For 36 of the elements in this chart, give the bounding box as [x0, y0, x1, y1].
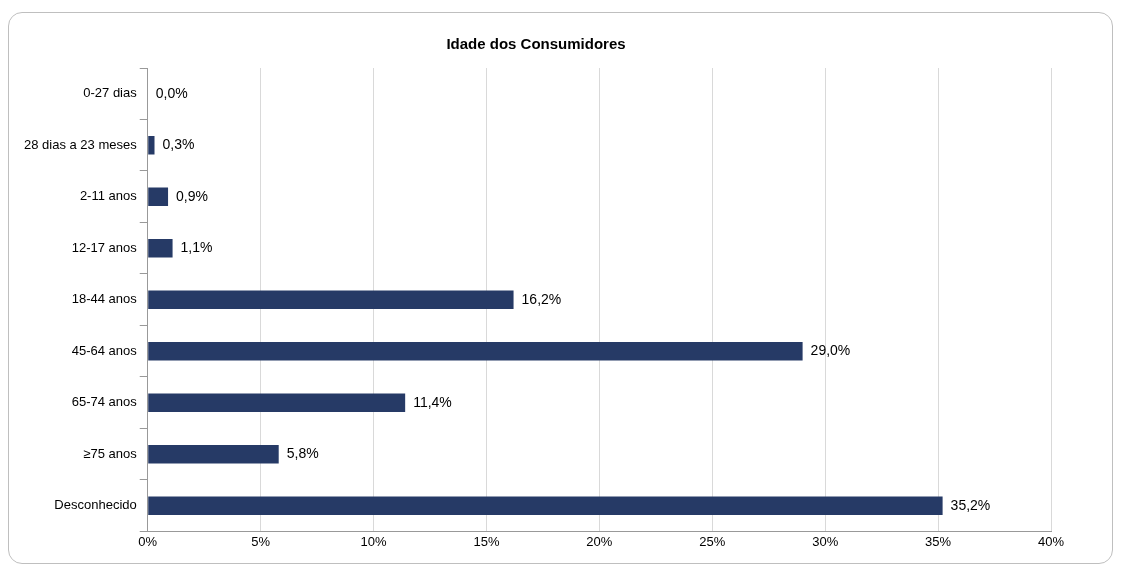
y-tick-label: 2-11 anos	[79, 188, 138, 204]
bar	[148, 341, 803, 361]
y-tick-label: 12-17 anos	[71, 239, 138, 255]
y-tick-label: 45-64 anos	[71, 342, 138, 358]
data-label: 29,0%	[810, 342, 851, 359]
chart-title: Idade dos Consumidores	[446, 35, 626, 53]
y-tick-label: 65-74 anos	[71, 394, 138, 410]
x-tick-label: 15%	[473, 533, 500, 549]
y-tick-label: 0-27 dias	[83, 85, 138, 101]
x-tick-label: 30%	[812, 533, 839, 549]
data-label: 5,8%	[286, 445, 319, 462]
x-tick-label: 35%	[925, 533, 952, 549]
x-tick-label: 20%	[586, 533, 613, 549]
x-tick-label: 10%	[360, 533, 387, 549]
y-tick-label: 18-44 anos	[71, 291, 138, 307]
bar	[148, 187, 169, 206]
y-tick-label: Desconhecido	[54, 497, 137, 513]
data-label: 11,4%	[413, 393, 452, 410]
x-tick-label: 5%	[251, 533, 271, 549]
x-tick-label: 25%	[699, 533, 726, 549]
bar	[148, 135, 155, 155]
x-tick-label: 40%	[1037, 533, 1065, 549]
x-tick-label: 0%	[138, 533, 158, 549]
data-label: 16,2%	[521, 290, 562, 307]
data-label: 35,2%	[950, 496, 991, 513]
data-label: 0,0%	[155, 84, 188, 101]
data-label: 0,9%	[176, 187, 208, 204]
bar	[148, 393, 406, 412]
bar	[148, 496, 943, 515]
bar	[148, 444, 279, 464]
data-label: 0,3%	[162, 136, 195, 153]
y-tick-label: ≥75 anos	[83, 445, 138, 461]
y-tick-label: 28 dias a 23 meses	[24, 136, 138, 152]
data-label: 1,1%	[180, 239, 213, 256]
bar	[148, 290, 514, 309]
bar	[148, 238, 173, 258]
